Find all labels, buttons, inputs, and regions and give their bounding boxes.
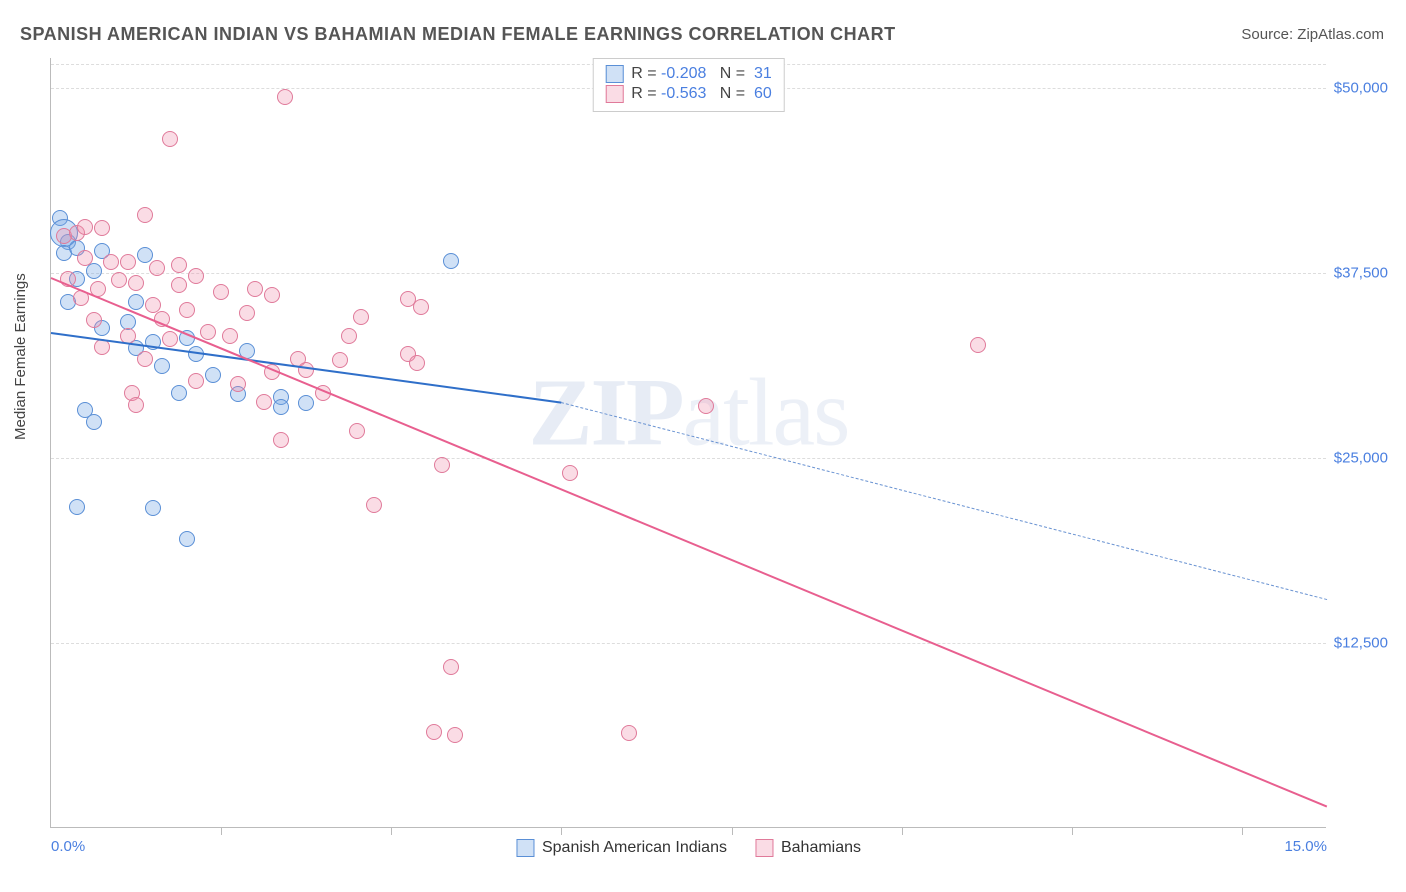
legend-label: Spanish American Indians — [542, 839, 727, 857]
data-point — [349, 423, 365, 439]
data-point — [222, 328, 238, 344]
data-point — [341, 328, 357, 344]
source-link[interactable]: ZipAtlas.com — [1297, 26, 1384, 43]
x-tick — [1242, 827, 1243, 835]
legend-swatch — [516, 839, 534, 857]
data-point — [443, 659, 459, 675]
data-point — [332, 352, 348, 368]
data-point — [171, 385, 187, 401]
x-tick — [561, 827, 562, 835]
data-point — [298, 362, 314, 378]
data-point — [162, 131, 178, 147]
data-point — [94, 220, 110, 236]
data-point — [298, 395, 314, 411]
legend-row: R = -0.563 N = 60 — [605, 85, 772, 103]
data-point — [145, 500, 161, 516]
data-point — [149, 260, 165, 276]
data-point — [447, 727, 463, 743]
plot-area: ZIPatlas R = -0.208 N = 31 R = -0.563 N =… — [50, 58, 1326, 828]
data-point — [171, 257, 187, 273]
data-point — [154, 358, 170, 374]
data-point — [562, 465, 578, 481]
data-point — [120, 254, 136, 270]
correlation-legend: R = -0.208 N = 31 R = -0.563 N = 60 — [592, 58, 785, 112]
data-point — [128, 275, 144, 291]
data-point — [77, 250, 93, 266]
x-tick — [391, 827, 392, 835]
data-point — [443, 253, 459, 269]
legend-item: Bahamians — [755, 839, 861, 857]
x-min-label: 0.0% — [51, 838, 85, 855]
data-point — [970, 337, 986, 353]
data-point — [273, 432, 289, 448]
data-point — [277, 89, 293, 105]
data-point — [698, 398, 714, 414]
y-tick-label: $12,500 — [1328, 634, 1388, 651]
data-point — [230, 376, 246, 392]
y-tick-label: $50,000 — [1328, 79, 1388, 96]
data-point — [120, 314, 136, 330]
legend-item: Spanish American Indians — [516, 839, 727, 857]
data-point — [69, 499, 85, 515]
data-point — [103, 254, 119, 270]
data-point — [239, 305, 255, 321]
data-point — [247, 281, 263, 297]
x-tick — [1072, 827, 1073, 835]
data-point — [162, 331, 178, 347]
legend-r: R = -0.208 N = 31 — [631, 65, 772, 83]
data-point — [137, 351, 153, 367]
legend-swatch — [755, 839, 773, 857]
legend-swatch — [605, 65, 623, 83]
data-point — [413, 299, 429, 315]
data-point — [188, 268, 204, 284]
data-point — [213, 284, 229, 300]
data-point — [179, 531, 195, 547]
watermark-bold: ZIP — [529, 358, 683, 465]
data-point — [264, 287, 280, 303]
data-point — [111, 272, 127, 288]
gridline — [51, 273, 1326, 274]
legend-swatch — [605, 85, 623, 103]
data-point — [200, 324, 216, 340]
legend-row: R = -0.208 N = 31 — [605, 65, 772, 83]
data-point — [128, 294, 144, 310]
trend-line — [561, 402, 1327, 600]
chart-title: SPANISH AMERICAN INDIAN VS BAHAMIAN MEDI… — [20, 24, 896, 45]
data-point — [86, 312, 102, 328]
watermark: ZIPatlas — [529, 356, 849, 467]
data-point — [86, 263, 102, 279]
data-point — [621, 725, 637, 741]
y-tick-label: $25,000 — [1328, 449, 1388, 466]
data-point — [426, 724, 442, 740]
x-max-label: 15.0% — [1284, 838, 1327, 855]
data-point — [273, 399, 289, 415]
x-tick — [221, 827, 222, 835]
data-point — [353, 309, 369, 325]
source-attribution: Source: ZipAtlas.com — [1241, 26, 1384, 43]
data-point — [77, 219, 93, 235]
data-point — [256, 394, 272, 410]
data-point — [137, 207, 153, 223]
data-point — [205, 367, 221, 383]
data-point — [188, 373, 204, 389]
data-point — [434, 457, 450, 473]
data-point — [128, 397, 144, 413]
data-point — [366, 497, 382, 513]
source-prefix: Source: — [1241, 26, 1297, 43]
gridline — [51, 643, 1326, 644]
data-point — [137, 247, 153, 263]
data-point — [179, 302, 195, 318]
data-point — [86, 414, 102, 430]
legend-label: Bahamians — [781, 839, 861, 857]
x-tick — [902, 827, 903, 835]
data-point — [409, 355, 425, 371]
series-legend: Spanish American Indians Bahamians — [516, 839, 861, 857]
x-tick — [732, 827, 733, 835]
legend-r: R = -0.563 N = 60 — [631, 85, 772, 103]
data-point — [171, 277, 187, 293]
y-tick-label: $37,500 — [1328, 264, 1388, 281]
y-axis-title: Median Female Earnings — [12, 273, 29, 440]
